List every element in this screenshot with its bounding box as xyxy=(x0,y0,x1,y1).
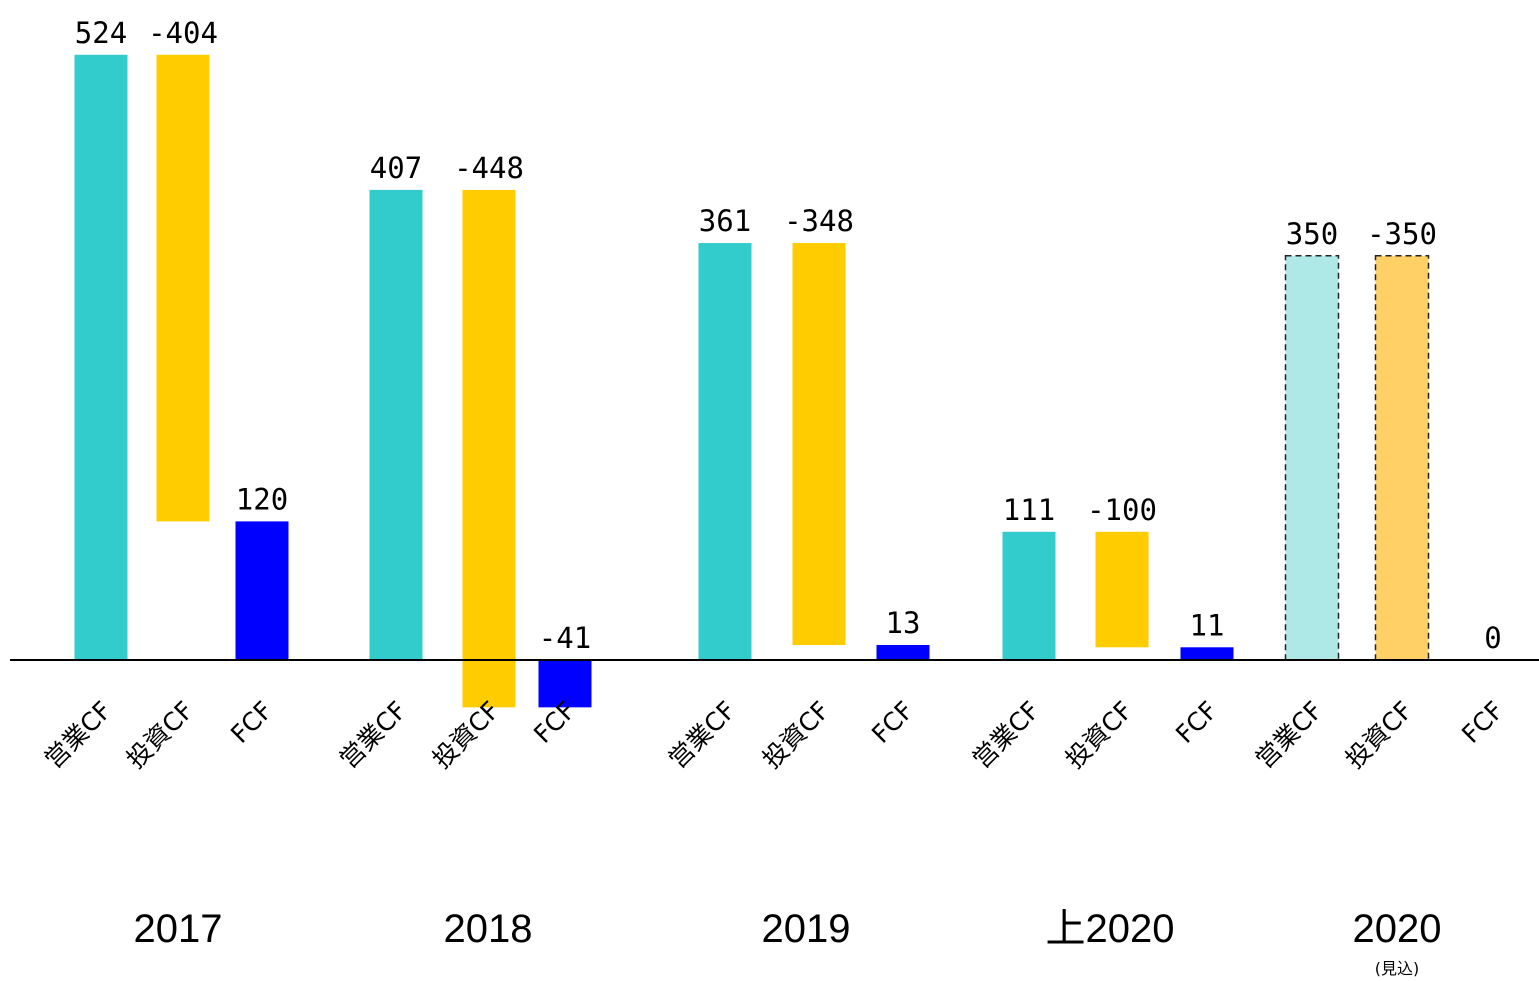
bar xyxy=(1284,255,1340,661)
bar xyxy=(876,644,930,660)
forecast-note: (見込) xyxy=(1375,959,1420,978)
value-label: -350 xyxy=(1367,217,1437,251)
bar xyxy=(1002,531,1056,660)
value-label: -100 xyxy=(1087,493,1157,527)
bar xyxy=(538,660,592,708)
group-label: 上2020 xyxy=(1046,907,1175,951)
group-label: 2020 xyxy=(1353,907,1442,951)
bar xyxy=(698,243,752,661)
x-tick-label: 投資CF xyxy=(757,696,835,774)
bar xyxy=(1374,255,1430,661)
x-tick-label: 営業CF xyxy=(663,696,741,774)
value-label: -41 xyxy=(539,621,591,655)
x-tick-label: 営業CF xyxy=(39,696,117,774)
group-label: 2019 xyxy=(762,907,851,951)
value-label: 11 xyxy=(1190,608,1225,642)
x-tick-label: FCF xyxy=(1170,696,1223,749)
value-label: 0 xyxy=(1484,621,1501,655)
x-tick-label: FCF xyxy=(225,696,278,749)
value-label: 111 xyxy=(1003,493,1055,527)
x-tick-label: 営業CF xyxy=(1250,696,1328,774)
bar xyxy=(1180,647,1234,660)
x-tick-label: FCF xyxy=(1456,696,1509,749)
value-label: 350 xyxy=(1286,217,1338,251)
bar xyxy=(462,189,516,708)
x-tick-label: 投資CF xyxy=(1340,696,1418,774)
x-tick-label: 投資CF xyxy=(427,696,505,774)
value-label: 13 xyxy=(886,606,921,640)
group-label: 2018 xyxy=(444,907,533,951)
x-tick-label: 投資CF xyxy=(121,696,199,774)
value-label: 524 xyxy=(75,16,127,50)
x-tick-label: 営業CF xyxy=(334,696,412,774)
bar xyxy=(235,521,289,660)
bar xyxy=(1095,531,1149,648)
x-tick-label: 営業CF xyxy=(967,696,1045,774)
x-tick-label: 投資CF xyxy=(1060,696,1138,774)
value-label: -404 xyxy=(148,16,218,50)
value-label: 407 xyxy=(370,151,422,185)
value-label: -348 xyxy=(784,204,854,238)
bar xyxy=(369,189,423,661)
group-label: 2017 xyxy=(134,907,223,951)
bar xyxy=(156,54,210,522)
x-tick-label: FCF xyxy=(866,696,919,749)
bar xyxy=(74,54,128,660)
value-label: 120 xyxy=(236,482,288,516)
value-label: -448 xyxy=(454,151,524,185)
value-label: 361 xyxy=(699,204,751,238)
bar xyxy=(792,243,846,645)
